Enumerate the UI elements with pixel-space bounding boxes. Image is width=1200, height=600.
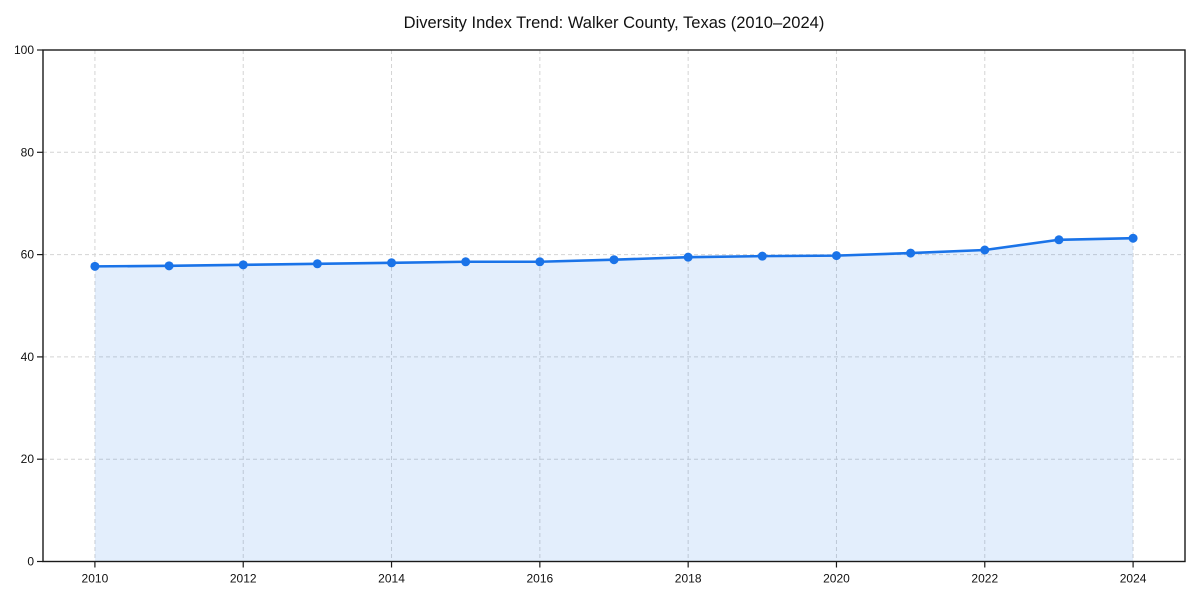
y-tick-label-40: 40 [21,350,35,364]
data-point-2020 [831,251,841,261]
x-tick-label-2012: 2012 [230,572,257,586]
data-point-2018 [683,252,693,262]
data-point-2017 [609,255,619,265]
y-tick-label-100: 100 [14,43,34,57]
y-tick-label-60: 60 [21,248,35,262]
data-point-2014 [387,258,397,268]
y-tick-label-80: 80 [21,145,35,159]
x-tick-label-2014: 2014 [378,572,405,586]
plot-frame [42,49,1186,563]
data-point-2019 [757,251,767,261]
data-point-2010 [90,261,100,271]
data-point-2022 [980,245,990,255]
y-tick-label-0: 0 [27,555,34,569]
x-tick-label-2022: 2022 [971,572,998,586]
y-tick-label-20: 20 [21,452,35,466]
data-point-2023 [1054,235,1064,245]
x-tick-label-2018: 2018 [675,572,702,586]
chart-title: Diversity Index Trend: Walker County, Te… [403,14,825,32]
data-point-2011 [164,261,174,271]
data-point-2013 [312,259,322,269]
area-fill [94,238,1134,562]
data-point-2012 [238,260,248,270]
data-point-2015 [461,257,471,267]
data-point-2016 [535,257,545,267]
x-tick-label-2020: 2020 [823,572,850,586]
data-point-2024 [1128,233,1138,243]
x-tick-label-2016: 2016 [526,572,553,586]
x-tick-label-2010: 2010 [82,572,109,586]
x-tick-label-2024: 2024 [1120,572,1147,586]
data-point-2021 [906,248,916,258]
